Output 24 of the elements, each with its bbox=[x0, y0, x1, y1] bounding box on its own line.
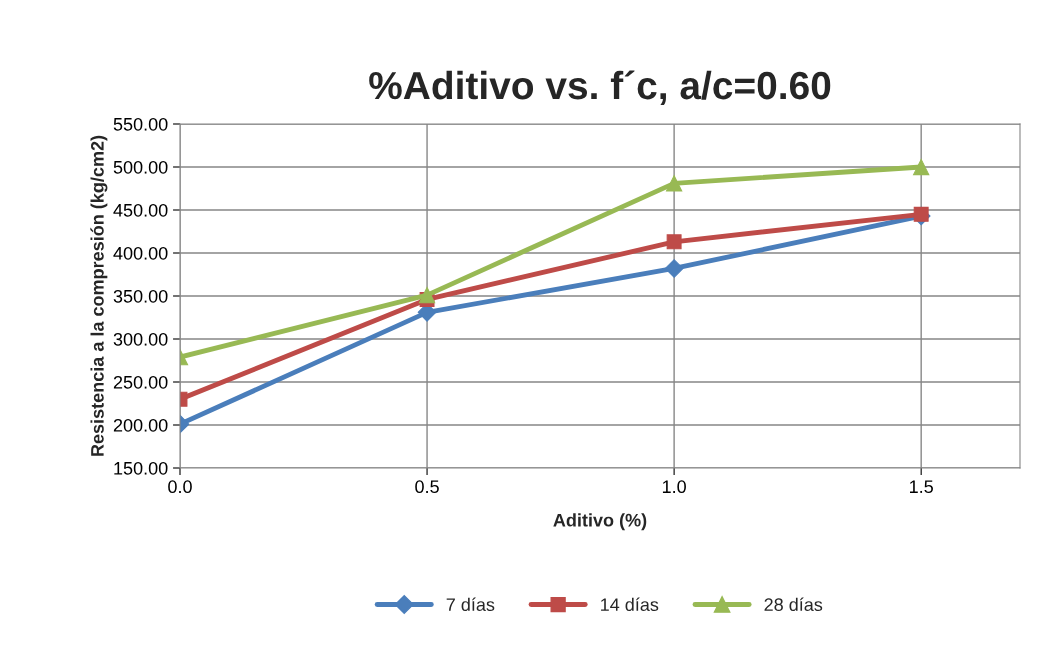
y-tick-label: 300.00 bbox=[113, 332, 168, 346]
x-tick-label: 0.0 bbox=[168, 480, 192, 494]
y-tick-label: 250.00 bbox=[113, 375, 168, 389]
legend-label: 28 días bbox=[764, 597, 823, 612]
y-tick-label: 550.00 bbox=[113, 117, 168, 131]
point bbox=[665, 175, 683, 192]
y-tick-label: 400.00 bbox=[113, 246, 168, 260]
y-tick-label: 450.00 bbox=[113, 203, 168, 217]
point bbox=[418, 286, 436, 304]
legend-label: 14 días bbox=[601, 597, 659, 612]
y-axis-title: Resistencia a la compresión (kg/cm2) bbox=[90, 135, 108, 456]
x-tick-label: 1.5 bbox=[910, 480, 933, 494]
point bbox=[664, 259, 684, 278]
y-tick-label: 500.00 bbox=[113, 160, 168, 174]
y-tick-label: 200.00 bbox=[113, 418, 168, 432]
legend-label: 7 días bbox=[446, 597, 495, 612]
x-axis-title: Aditivo (%) bbox=[553, 513, 647, 531]
point bbox=[666, 234, 682, 250]
point bbox=[913, 206, 929, 222]
chart-title: %Aditivo vs. f´c, a/c=0.60 bbox=[369, 70, 831, 106]
y-tick-label: 350.00 bbox=[113, 289, 168, 303]
y-tick-label: 150.00 bbox=[114, 461, 168, 475]
x-tick-label: 1.0 bbox=[662, 480, 686, 494]
x-tick-label: 0.5 bbox=[415, 480, 439, 494]
